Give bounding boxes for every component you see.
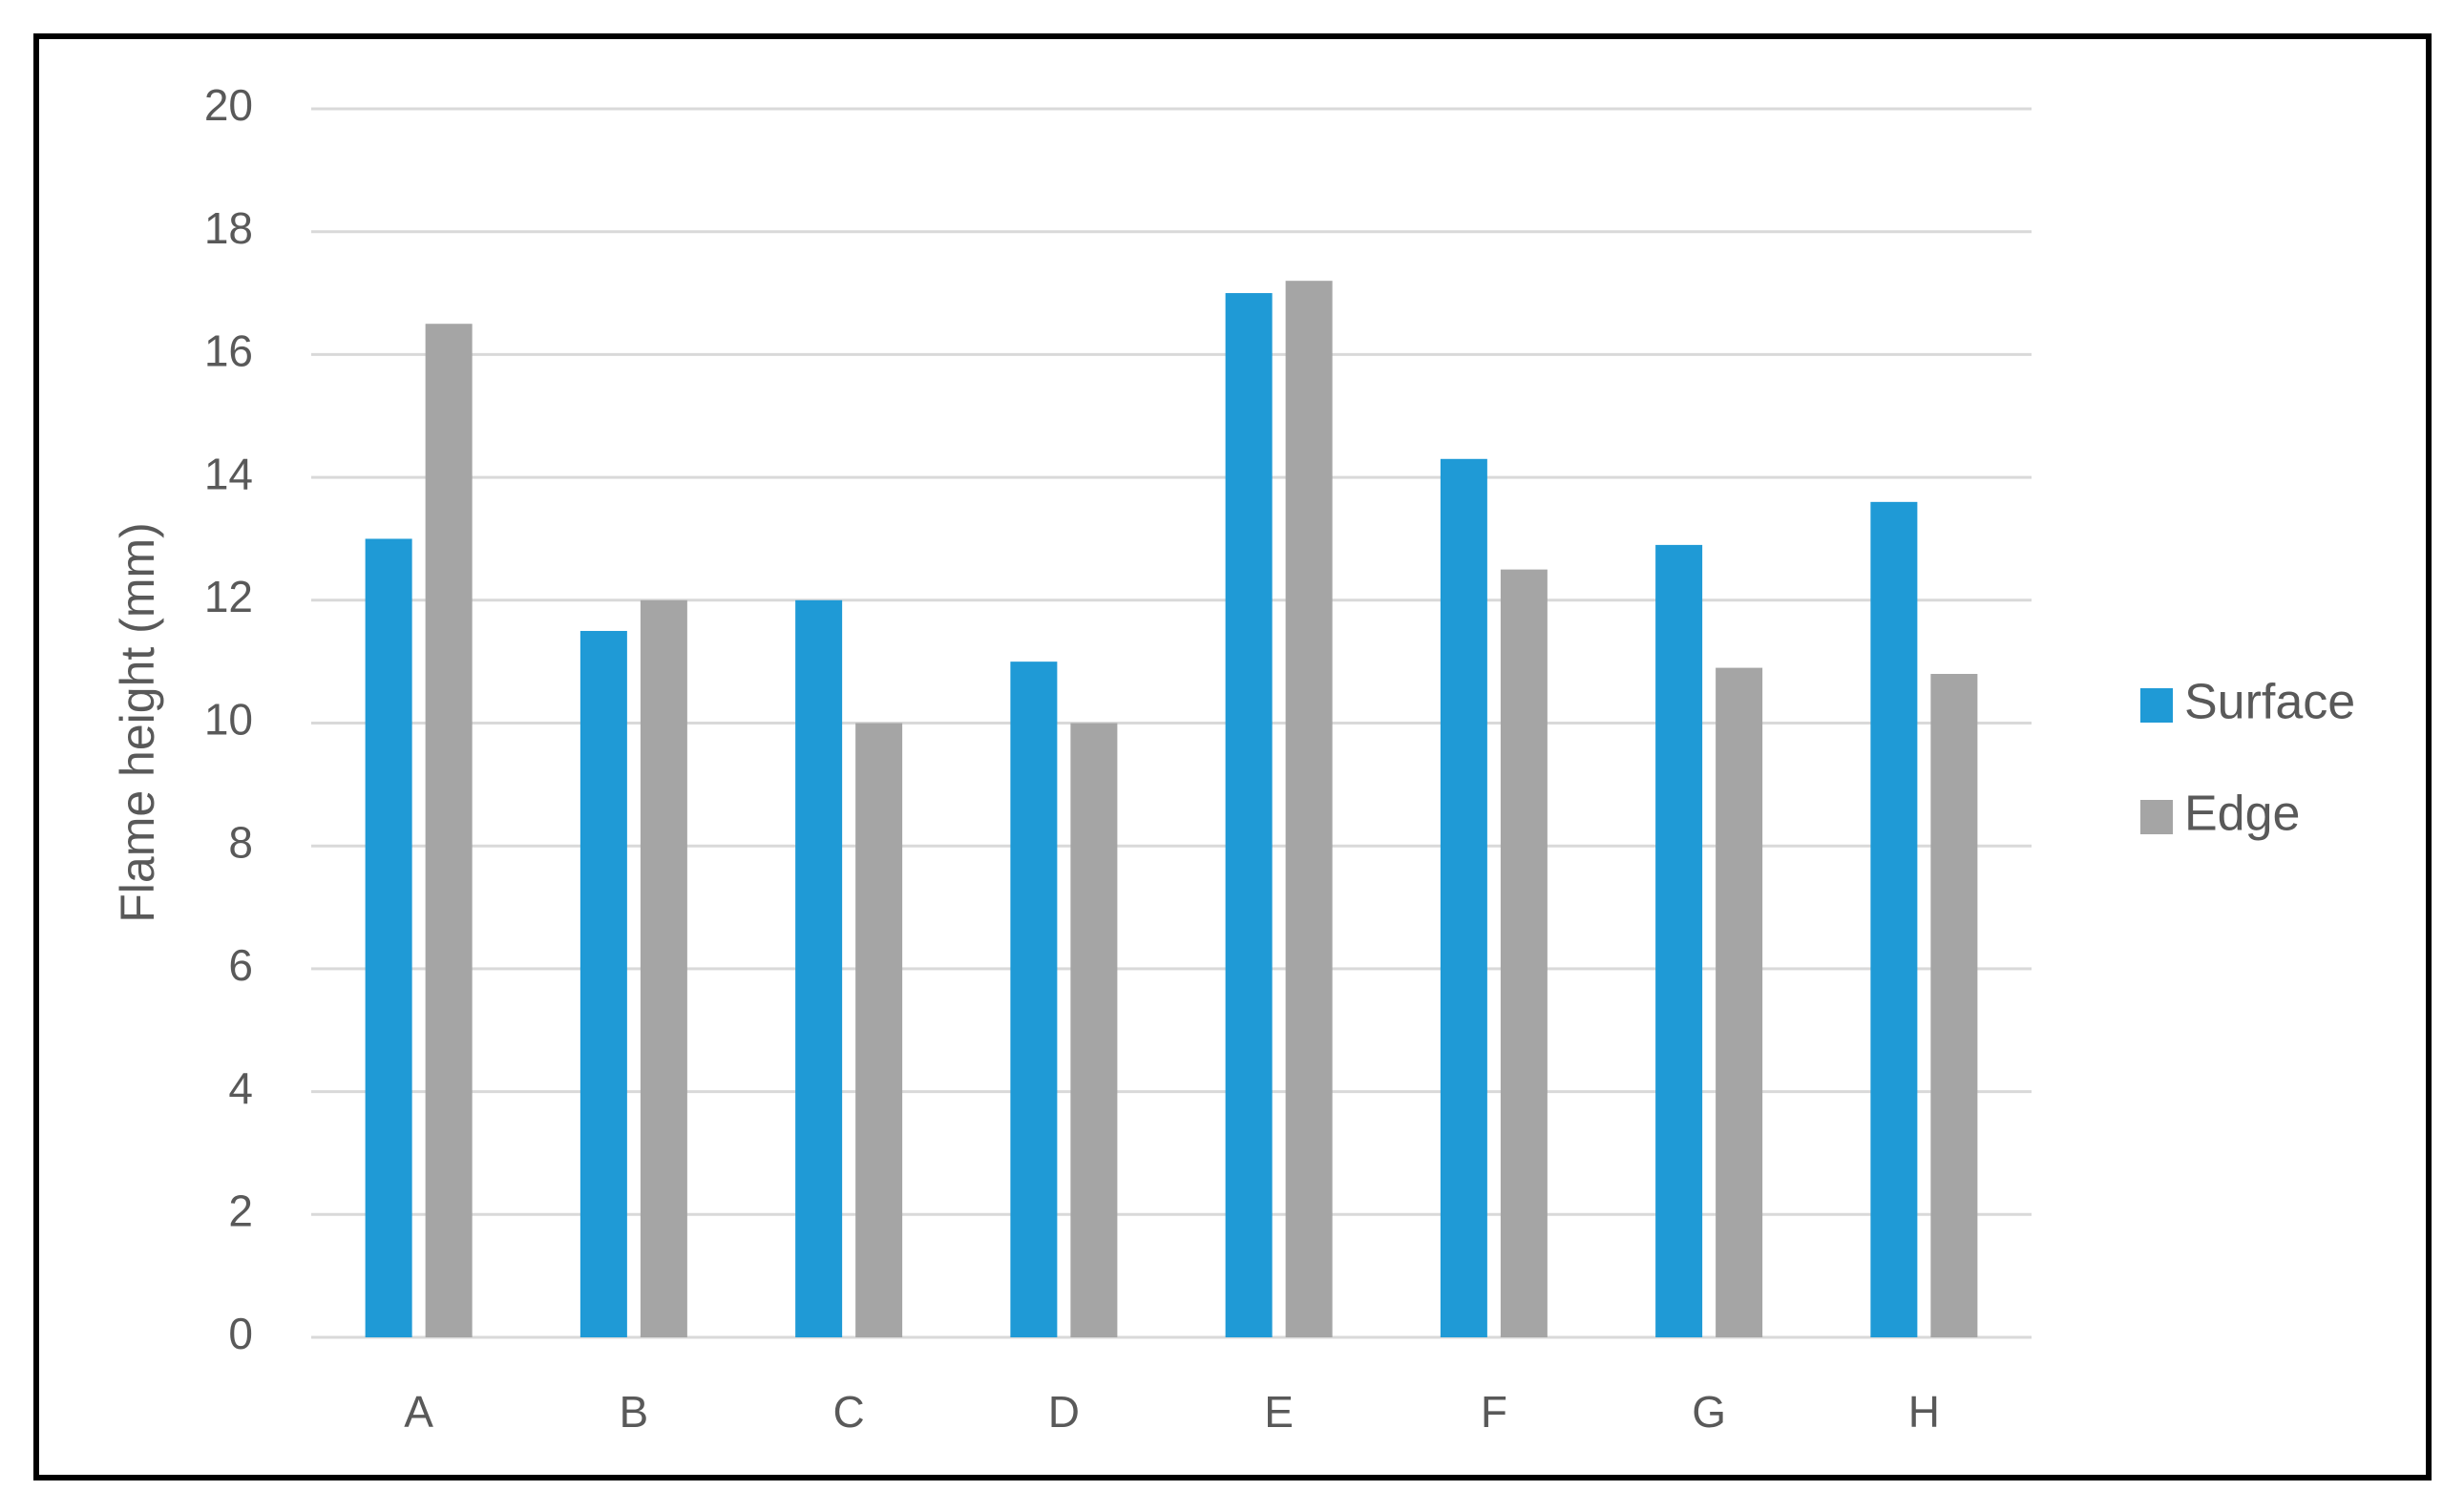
bar (1070, 723, 1118, 1337)
x-tick-label: H (1908, 1387, 1940, 1437)
bar (579, 630, 627, 1337)
bar (1225, 293, 1273, 1337)
bar (1285, 281, 1333, 1338)
legend-swatch (2140, 800, 2173, 834)
bar (795, 599, 843, 1337)
bar (1500, 569, 1548, 1337)
y-tick-label: 16 (204, 326, 253, 376)
x-tick-label: C (833, 1387, 865, 1437)
bar (1870, 501, 1918, 1337)
x-tick-label: F (1481, 1387, 1507, 1437)
y-tick-label: 0 (228, 1309, 253, 1358)
bar (855, 723, 903, 1337)
y-tick-label: 20 (204, 80, 253, 130)
y-tick-label: 10 (204, 695, 253, 745)
y-tick-label: 18 (204, 203, 253, 253)
x-tick-label: E (1264, 1387, 1294, 1437)
bar (1930, 674, 1978, 1337)
bar (1440, 458, 1487, 1337)
y-tick-label: 6 (228, 940, 253, 990)
bar (1716, 667, 1763, 1337)
x-tick-label: D (1048, 1387, 1080, 1437)
legend-label: Edge (2184, 787, 2300, 842)
legend-swatch (2140, 688, 2173, 723)
x-tick-label: G (1692, 1387, 1726, 1437)
bar (1655, 544, 1703, 1337)
y-tick-label: 2 (228, 1186, 253, 1235)
bar (1010, 662, 1058, 1337)
x-tick-label: B (620, 1387, 649, 1437)
bar (640, 599, 687, 1337)
y-tick-label: 8 (228, 817, 253, 867)
y-tick-label: 4 (228, 1063, 253, 1113)
bar (425, 324, 473, 1338)
bar (365, 538, 412, 1337)
y-axis-title: Flame height (mm) (111, 522, 164, 923)
legend-label: Surface (2184, 675, 2355, 730)
y-tick-label: 12 (204, 572, 253, 621)
y-tick-label: 14 (204, 449, 253, 498)
x-tick-label: A (404, 1387, 433, 1437)
